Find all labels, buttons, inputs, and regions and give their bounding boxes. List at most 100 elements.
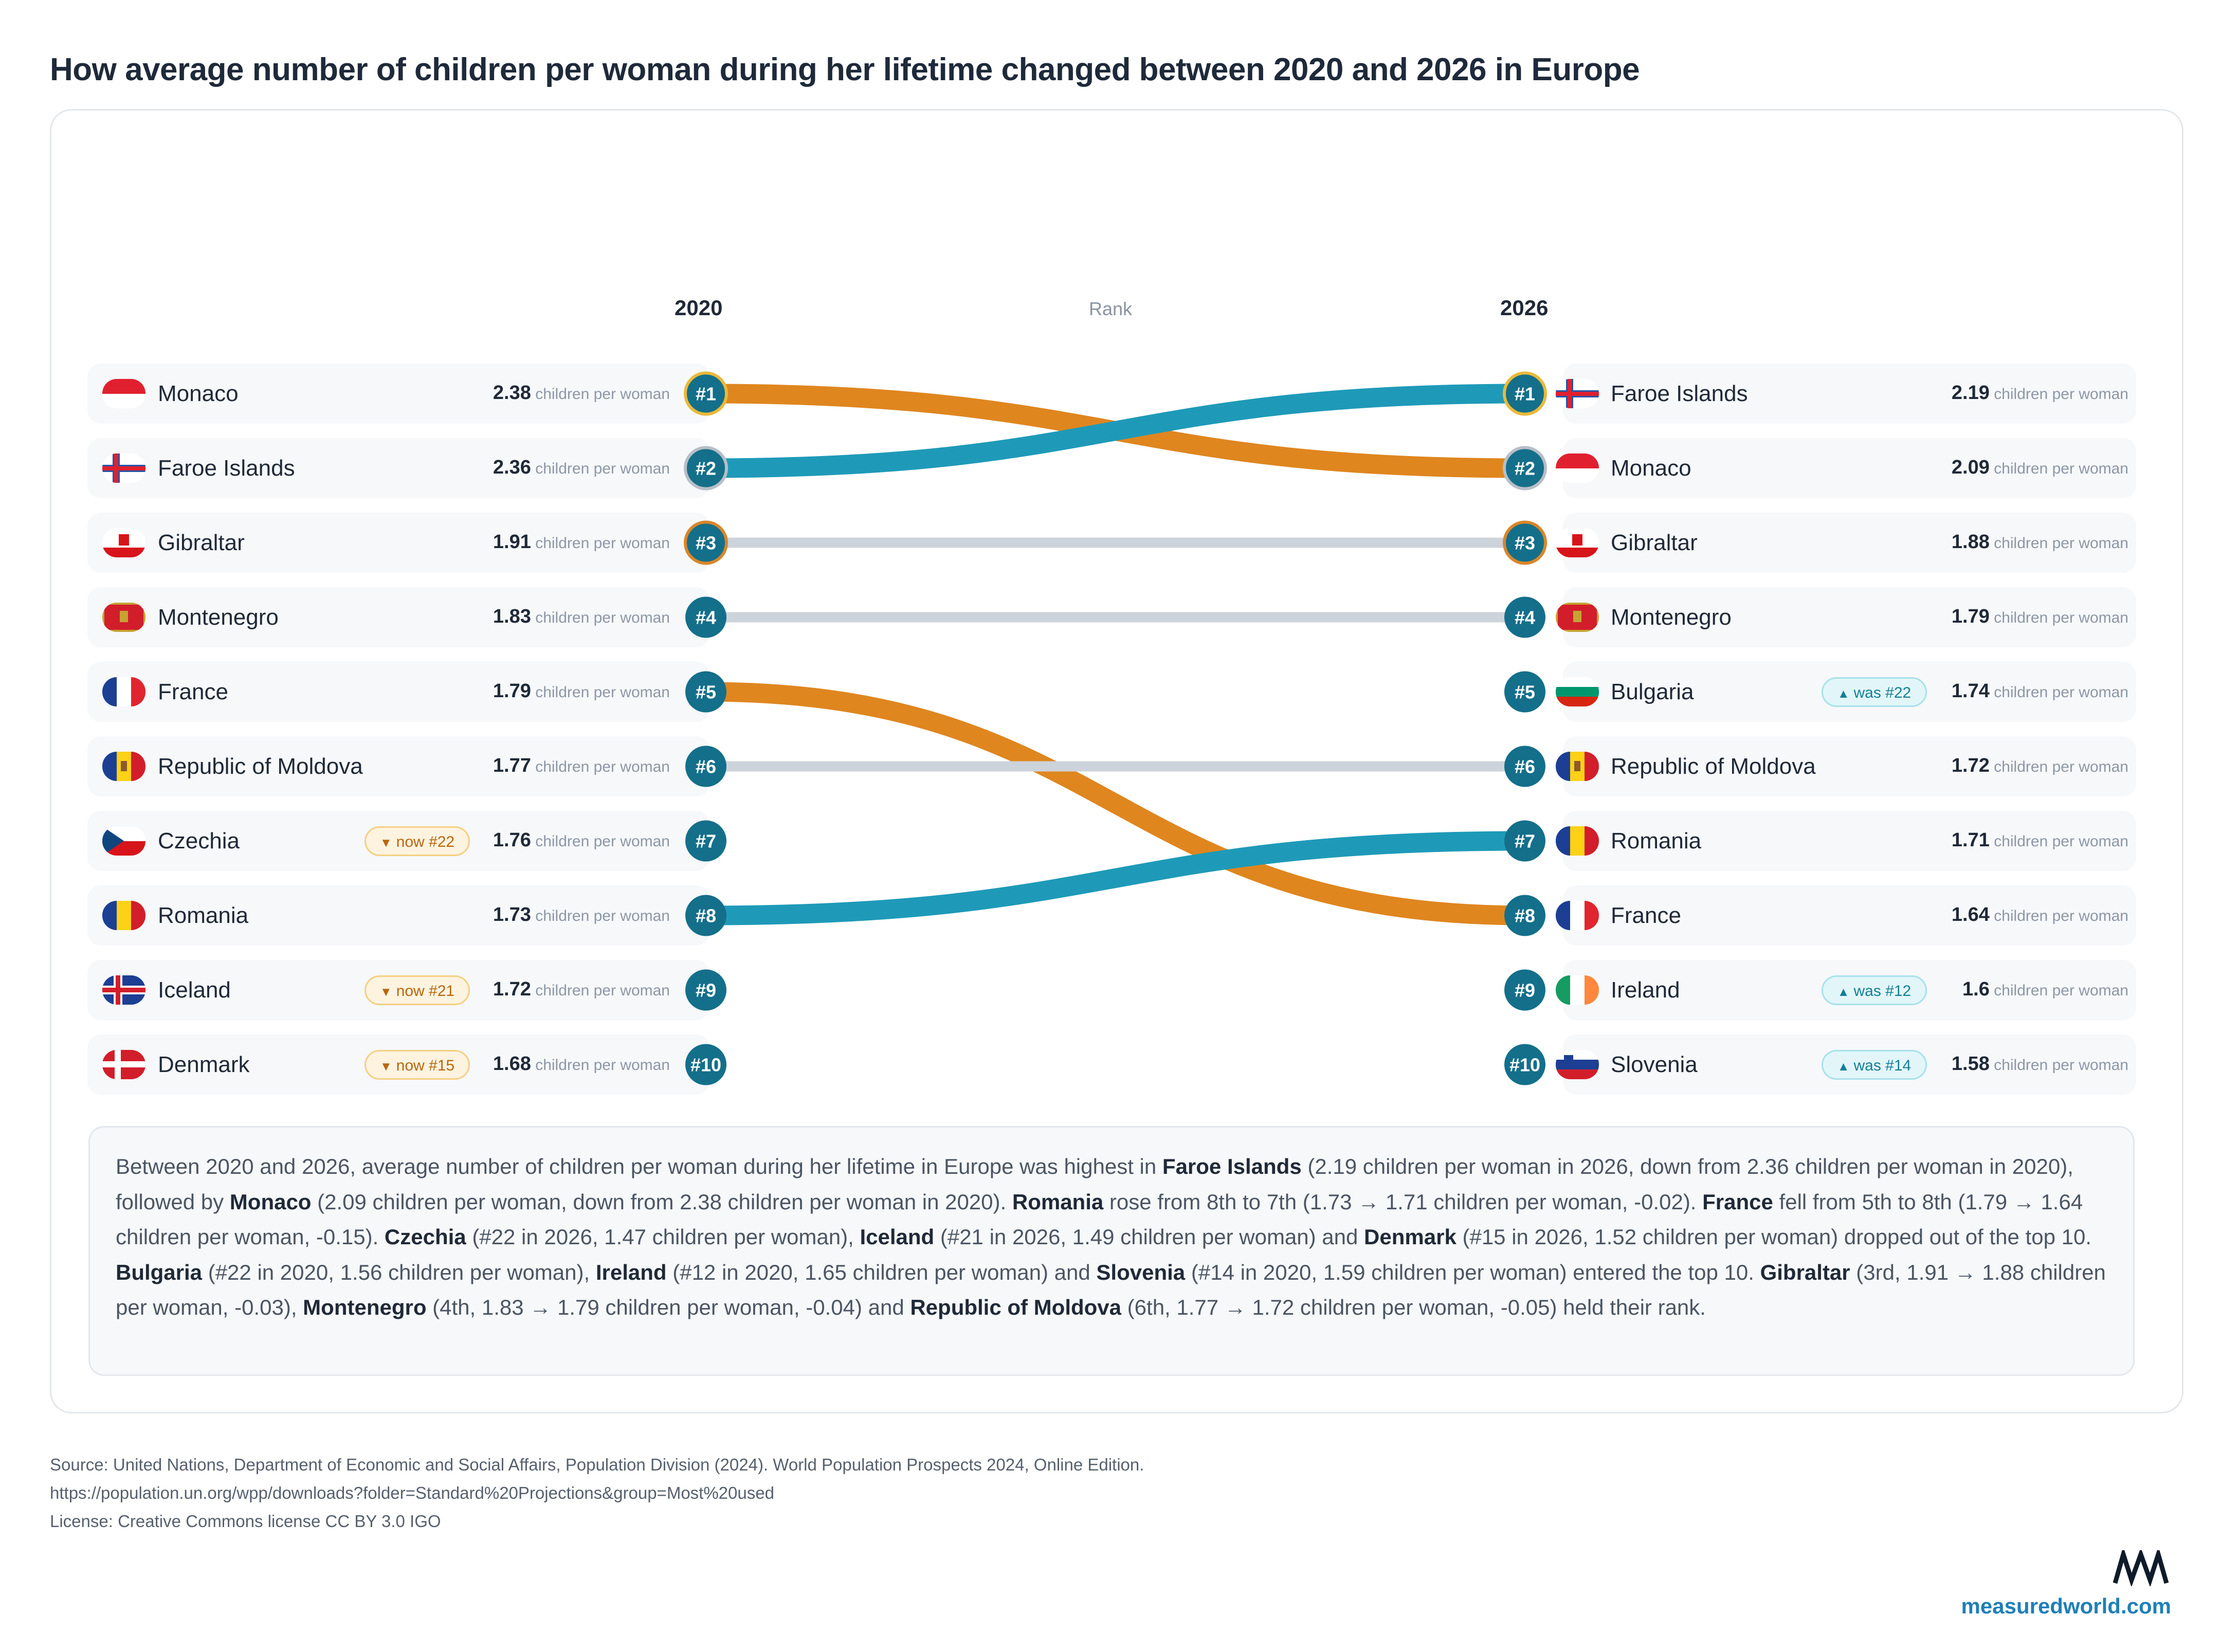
value-number: 2.09 <box>1951 457 1990 478</box>
czechia-flag-icon <box>102 826 145 856</box>
value-number: 1.91 <box>493 531 531 553</box>
value-label: 1.79 children per woman <box>493 680 670 702</box>
summary-text: Between 2020 and 2026, average number of… <box>88 1126 2135 1376</box>
source-url: https://population.un.org/wpp/downloads?… <box>50 1483 774 1502</box>
value-unit: children per woman <box>531 833 670 850</box>
montenegro-flag-icon <box>1556 603 1599 632</box>
country-name: France <box>1611 903 1681 928</box>
country-name: Monaco <box>158 381 239 406</box>
montenegro-flag-icon <box>102 603 145 632</box>
country-name: Iceland <box>158 977 231 1003</box>
value-label: 1.58 children per woman <box>1952 1053 2128 1075</box>
gibraltar-flag-icon <box>1556 528 1599 557</box>
value-label: 2.19 children per woman <box>1952 382 2128 404</box>
badge-label: was #12 <box>1853 983 1911 1000</box>
country-name: Faroe Islands <box>1611 381 1748 406</box>
value-number: 1.73 <box>493 904 531 925</box>
table-row[interactable] <box>87 364 709 424</box>
value-number: 1.83 <box>493 606 531 627</box>
country-name: Romania <box>1611 828 1702 854</box>
value-unit: children per woman <box>1989 907 2128 924</box>
table-row[interactable] <box>1563 364 2136 424</box>
country-name: Republic of Moldova <box>1611 754 1816 779</box>
country-name: Ireland <box>1611 977 1680 1003</box>
value-label: 1.83 children per woman <box>493 606 670 628</box>
badge-label: was #14 <box>1853 1057 1911 1074</box>
value-unit: children per woman <box>531 684 670 701</box>
value-label: 1.77 children per woman <box>493 755 670 777</box>
value-number: 1.77 <box>493 755 531 776</box>
triangle-up-icon: ▲ <box>1837 687 1850 701</box>
license-note: License: Creative Commons license CC BY … <box>50 1512 441 1531</box>
iceland-flag-icon <box>102 975 145 1005</box>
table-row[interactable] <box>1563 438 2136 498</box>
moldova-flag-icon <box>102 752 145 781</box>
table-row[interactable] <box>1563 811 2136 871</box>
country-name: Monaco <box>1611 456 1691 481</box>
table-row[interactable] <box>1563 736 2136 796</box>
monaco-flag-icon <box>1556 453 1599 483</box>
left-year-label: 2020 <box>675 296 723 320</box>
table-row[interactable] <box>87 885 709 946</box>
triangle-down-icon: ▼ <box>379 1060 392 1074</box>
value-unit: children per woman <box>531 386 670 403</box>
table-row[interactable] <box>1563 513 2136 573</box>
table-row[interactable] <box>87 587 709 647</box>
country-name: Montenegro <box>158 605 279 630</box>
value-label: 1.79 children per woman <box>1952 606 2128 628</box>
value-number: 1.71 <box>1951 829 1990 851</box>
moldova-flag-icon <box>1556 752 1599 781</box>
country-name: Denmark <box>158 1052 250 1077</box>
value-number: 1.72 <box>1951 755 1990 776</box>
badge-label: now #21 <box>396 983 455 1000</box>
value-label: 1.68 children per woman <box>493 1053 670 1075</box>
country-name: Czechia <box>158 828 240 854</box>
rank-rise-badge: ▲ was #12 <box>1822 975 1927 1005</box>
value-unit: children per woman <box>1989 1057 2128 1074</box>
table-row[interactable] <box>1563 885 2136 946</box>
monaco-flag-icon <box>102 379 145 408</box>
table-row[interactable] <box>87 662 709 722</box>
value-label: 2.38 children per woman <box>493 382 670 404</box>
badge-label: was #22 <box>1853 684 1911 701</box>
country-name: Republic of Moldova <box>158 754 363 779</box>
value-label: 1.76 children per woman <box>493 829 670 851</box>
country-name: Gibraltar <box>1611 530 1698 555</box>
rank-rise-badge: ▲ was #22 <box>1822 677 1927 707</box>
value-number: 1.72 <box>493 978 531 1000</box>
value-label: 2.36 children per woman <box>493 457 670 479</box>
triangle-down-icon: ▼ <box>379 985 392 999</box>
value-label: 1.74 children per woman <box>1952 680 2128 702</box>
value-unit: children per woman <box>531 758 670 775</box>
value-unit: children per woman <box>1989 833 2128 850</box>
rank-axis-label: Rank <box>1089 298 1133 319</box>
gibraltar-flag-icon <box>102 528 145 557</box>
table-row[interactable] <box>87 736 709 796</box>
country-name: Romania <box>158 903 249 928</box>
triangle-up-icon: ▲ <box>1837 985 1850 999</box>
romania-flag-icon <box>102 901 145 930</box>
badge-label: now #22 <box>396 833 455 850</box>
country-name: Slovenia <box>1611 1052 1698 1077</box>
table-row[interactable] <box>87 438 709 498</box>
value-number: 1.58 <box>1951 1053 1990 1075</box>
value-number: 2.36 <box>493 457 531 478</box>
rank-drop-badge: ▼ now #15 <box>365 1050 470 1080</box>
value-unit: children per woman <box>1989 535 2128 552</box>
table-row[interactable] <box>87 513 709 573</box>
slovenia-flag-icon <box>1556 1050 1599 1079</box>
value-unit: children per woman <box>1989 684 2128 701</box>
country-name: Gibraltar <box>158 530 245 555</box>
value-unit: children per woman <box>1989 460 2128 477</box>
value-number: 1.88 <box>1951 531 1990 553</box>
value-unit: children per woman <box>1989 609 2128 626</box>
france-flag-icon <box>102 677 145 706</box>
value-label: 1.73 children per woman <box>493 904 670 926</box>
measuredworld-logo <box>2113 1550 2169 1586</box>
brand-link[interactable]: measuredworld.com <box>1961 1594 2171 1618</box>
romania-flag-icon <box>1556 826 1599 856</box>
value-label: 1.91 children per woman <box>493 531 670 553</box>
table-row[interactable] <box>1563 587 2136 647</box>
value-label: 1.72 children per woman <box>493 978 670 1001</box>
country-name: France <box>158 679 228 704</box>
